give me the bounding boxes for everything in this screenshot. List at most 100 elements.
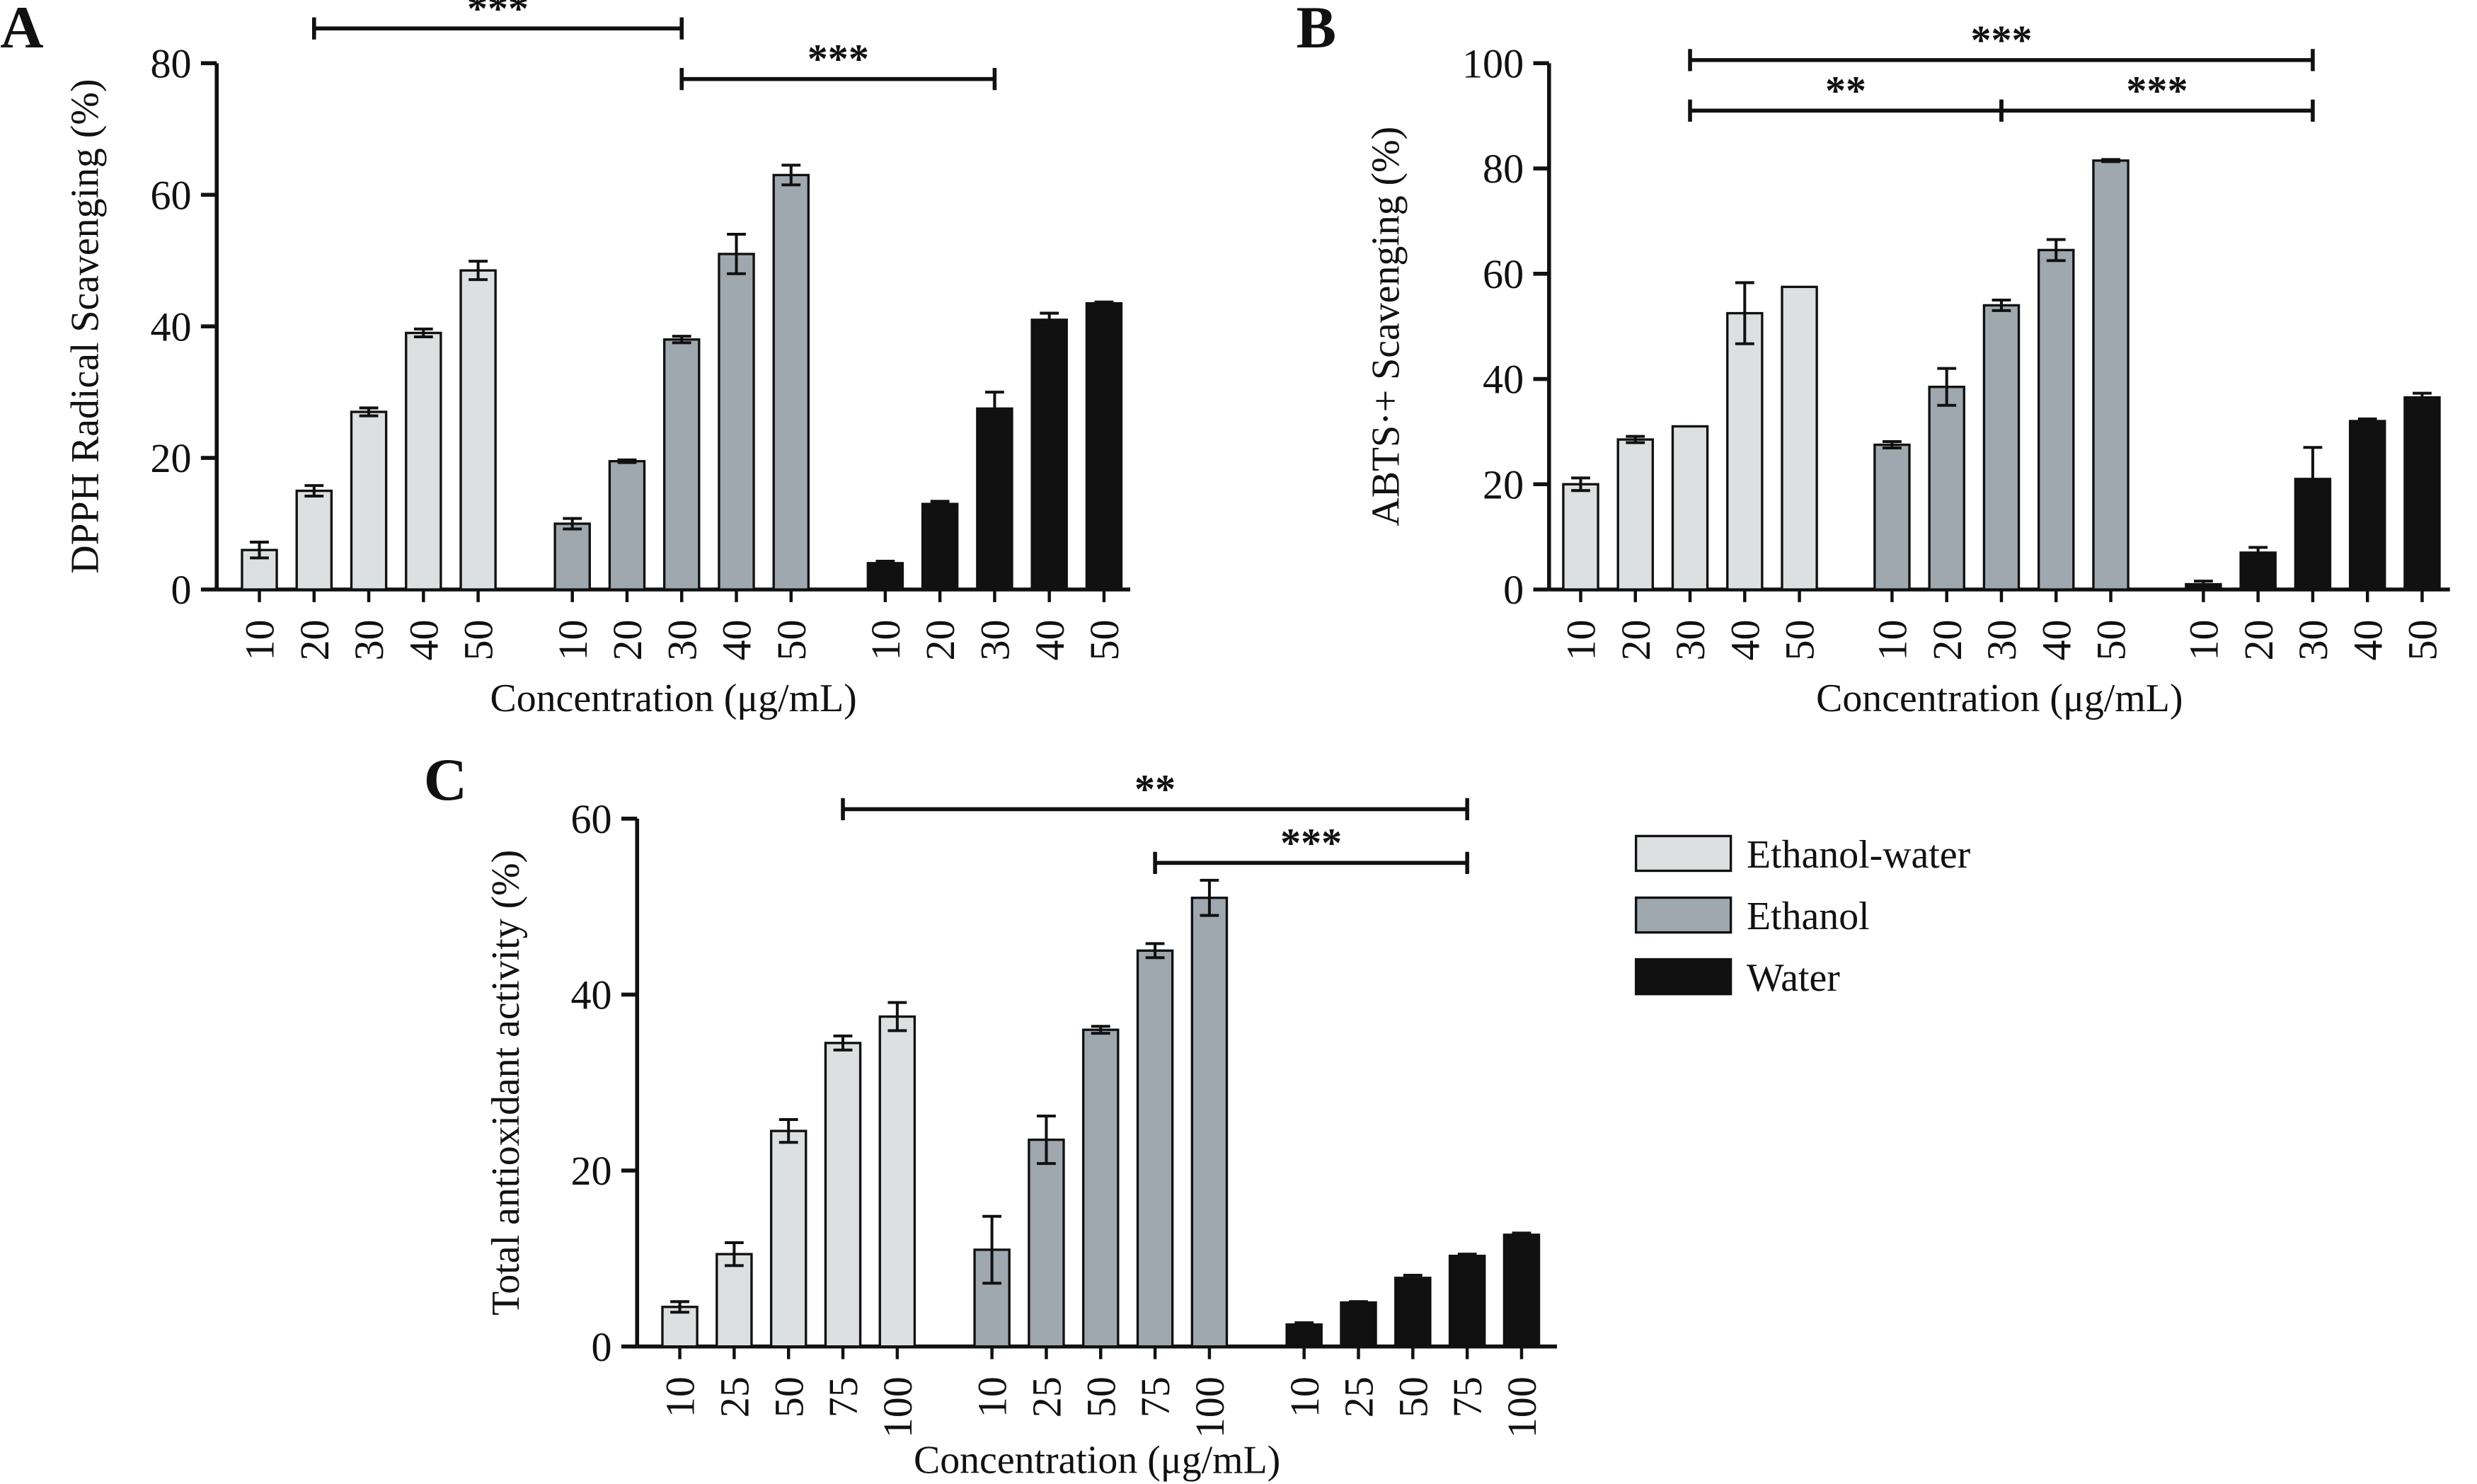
x-tick-label: 50 (766, 1376, 812, 1417)
y-tick-label: 80 (150, 40, 191, 86)
x-tick-label: 25 (1336, 1376, 1382, 1417)
bar-ethanol-50 (1082, 1028, 1120, 1348)
legend-swatch-ethanol (1634, 896, 1732, 934)
panel-a: A 0 20 40 60 80 DPPH Radical Scavenging (%) Con… (0, 0, 1131, 720)
y-tick-label: 40 (570, 972, 611, 1018)
y-axis-label: ABTS·+ Scavenging (%) (1364, 127, 1408, 527)
bar-water-100 (1502, 1233, 1541, 1348)
x-tick-label: 50 (769, 619, 815, 660)
bar-ethanol-40 (718, 253, 755, 591)
x-tick-label: 100 (1187, 1376, 1233, 1438)
x-tick-label: 50 (2400, 619, 2446, 660)
x-tick-label: 100 (875, 1376, 921, 1438)
x-tick-label: 10 (657, 1376, 703, 1417)
bar-ethanol-75 (1136, 949, 1174, 1348)
x-tick-label: 30 (1667, 619, 1713, 660)
x-tick-label: 50 (1390, 1376, 1436, 1417)
x-tick-label: 50 (1081, 619, 1127, 660)
y-tick-label: 20 (150, 435, 191, 481)
legend-label-water: Water (1747, 956, 1840, 1000)
legend-swatch-ethanol-water (1634, 834, 1732, 873)
x-tick-label: 30 (972, 619, 1018, 660)
significance-label: ** (1134, 766, 1176, 812)
x-tick-label: 10 (550, 619, 596, 660)
bar-ethanol-water-40 (1726, 311, 1764, 591)
x-tick-label: 40 (2345, 619, 2391, 660)
y-tick-label: 80 (1483, 146, 1524, 192)
bar-ethanol-water-20 (1616, 438, 1655, 591)
bar-ethanol-100 (1190, 897, 1229, 1348)
bar-water-30 (976, 407, 1013, 591)
x-tick-label: 20 (604, 619, 650, 660)
bar-ethanol-20 (608, 460, 646, 591)
x-tick-label: 30 (2290, 619, 2336, 660)
x-tick-label: 20 (1924, 619, 1970, 660)
y-tick-label: 20 (570, 1148, 611, 1194)
x-tick-label: 20 (2236, 619, 2282, 660)
bar-ethanol-water-20 (295, 489, 333, 591)
bar-ethanol-10 (1873, 443, 1911, 591)
significance-label: ** (1825, 67, 1866, 113)
panel-letter: C (424, 747, 467, 813)
x-tick-label: 25 (1024, 1376, 1070, 1417)
significance-label: *** (1970, 17, 2032, 63)
bar-water-25 (1340, 1301, 1377, 1348)
x-tick-label: 10 (970, 1376, 1016, 1417)
significance-label: *** (2126, 67, 2188, 113)
x-axis-label: Concentration (μg/mL) (914, 1438, 1280, 1482)
panel-letter: A (0, 0, 43, 61)
bar-ethanol-water-30 (1671, 425, 1709, 591)
y-tick-label: 0 (591, 1324, 611, 1370)
bar-ethanol-30 (1982, 304, 2021, 591)
x-tick-label: 25 (711, 1376, 757, 1417)
bar-water-50 (1394, 1277, 1432, 1348)
bar-ethanol-water-30 (350, 410, 388, 591)
bar-ethanol-20 (1928, 386, 1965, 591)
x-tick-label: 40 (1027, 619, 1073, 660)
x-tick-label: 75 (1444, 1376, 1490, 1417)
legend-label-ethanol: Ethanol (1747, 895, 1870, 938)
bar-ethanol-water-10 (1562, 483, 1599, 591)
x-tick-label: 10 (2180, 619, 2226, 660)
significance-label: *** (1280, 819, 1342, 865)
bar-ethanol-water-100 (878, 1015, 916, 1348)
x-tick-label: 40 (714, 619, 760, 660)
x-tick-label: 50 (1777, 619, 1823, 660)
x-axis-label: Concentration (μg/mL) (1816, 677, 2183, 720)
x-tick-label: 10 (1558, 619, 1604, 660)
legend-swatch-water (1634, 957, 1732, 996)
bar-water-40 (1030, 318, 1068, 591)
y-tick-label: 100 (1462, 40, 1524, 86)
x-tick-label: 75 (1132, 1376, 1178, 1417)
x-tick-label: 10 (237, 619, 283, 660)
y-tick-label: 0 (171, 567, 191, 613)
x-tick-label: 10 (863, 619, 909, 660)
y-tick-label: 60 (1483, 251, 1524, 297)
bar-ethanol-50 (2092, 159, 2130, 591)
x-axis-label: Concentration (μg/mL) (490, 677, 856, 720)
significance-label: *** (467, 0, 529, 31)
bar-water-10 (1285, 1323, 1323, 1348)
bar-ethanol-40 (2038, 248, 2075, 591)
bar-ethanol-water-40 (405, 331, 442, 591)
bar-ethanol-water-75 (824, 1042, 862, 1348)
x-tick-label: 75 (820, 1376, 866, 1417)
x-tick-label: 20 (1613, 619, 1659, 660)
bar-ethanol-30 (662, 338, 701, 591)
y-tick-label: 20 (1483, 461, 1524, 507)
x-tick-label: 30 (346, 619, 392, 660)
legend-label-ethanol-water: Ethanol-water (1747, 833, 1971, 877)
x-tick-label: 20 (917, 619, 963, 660)
x-tick-label: 30 (659, 619, 705, 660)
bar-water-20 (921, 502, 959, 591)
y-axis-label: DPPH Radical Scavenging (%) (64, 79, 108, 574)
bar-ethanol-25 (1028, 1138, 1065, 1348)
x-tick-label: 50 (456, 619, 502, 660)
y-tick-label: 40 (150, 304, 191, 350)
x-tick-label: 50 (1078, 1376, 1124, 1417)
bar-ethanol-water-50 (459, 269, 497, 591)
bar-ethanol-water-50 (1781, 285, 1818, 591)
x-tick-label: 30 (1979, 619, 2025, 660)
x-tick-label: 10 (1870, 619, 1916, 660)
